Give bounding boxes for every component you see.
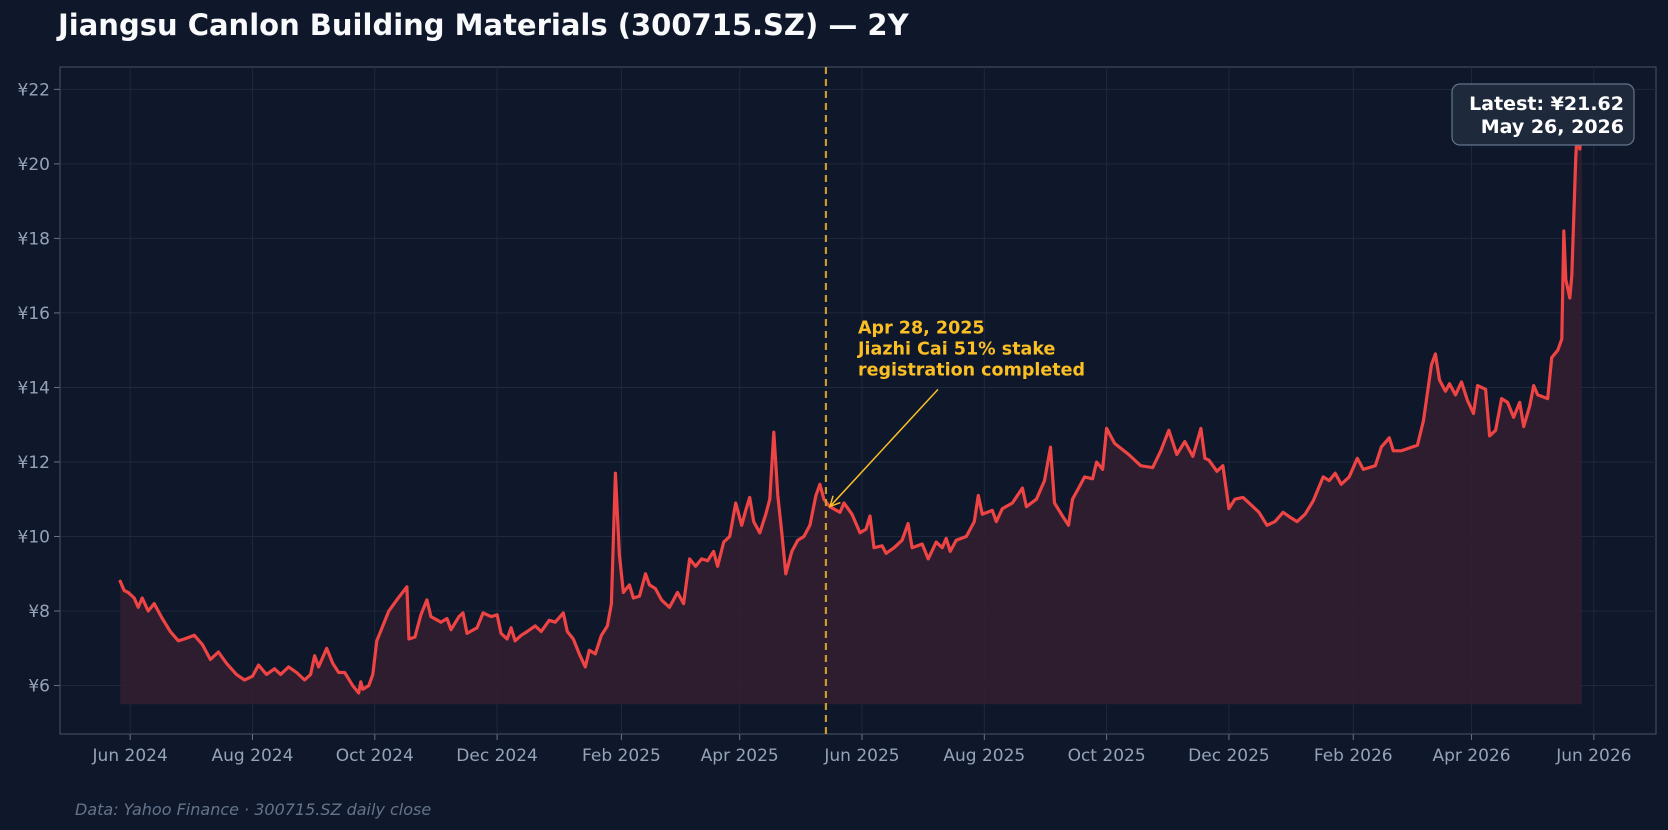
x-axis: Jun 2024 Aug 2024 Oct 2024 Dec 2024 Feb 2025… xyxy=(92,734,1631,766)
latest-date-label: May 26, 2026 xyxy=(1481,116,1624,138)
annotation-line-2: Jiazhi Cai 51% stake xyxy=(857,339,1056,359)
annotation-line-3: registration completed xyxy=(858,360,1085,380)
y-tick-label: ¥8 xyxy=(28,602,50,622)
x-tick-label: Jun 2025 xyxy=(823,746,899,766)
y-tick-label: ¥12 xyxy=(18,453,50,473)
source-note: Data: Yahoo Finance · 300715.SZ daily cl… xyxy=(75,800,431,819)
price-area-fill xyxy=(120,103,1582,705)
y-tick-label: ¥6 xyxy=(28,677,50,697)
price-series-line xyxy=(118,101,1584,695)
x-tick-label: Aug 2024 xyxy=(212,746,294,766)
y-axis: ¥6 ¥8 ¥10 ¥12 ¥14 ¥16 ¥18 ¥20 ¥22 xyxy=(18,80,60,697)
y-tick-label: ¥20 xyxy=(18,155,50,175)
y-tick-label: ¥16 xyxy=(18,304,50,324)
x-tick-label: Apr 2025 xyxy=(701,746,779,766)
event-annotation: Apr 28, 2025 Jiazhi Cai 51% stake regist… xyxy=(830,318,1085,506)
x-tick-label: Jun 2024 xyxy=(92,746,168,766)
chart-title: Jiangsu Canlon Building Materials (30071… xyxy=(56,8,910,42)
x-tick-label: Feb 2025 xyxy=(582,746,661,766)
x-tick-label: Oct 2025 xyxy=(1068,746,1146,766)
annotation-date: Apr 28, 2025 xyxy=(858,318,985,338)
y-tick-label: ¥22 xyxy=(18,80,50,100)
x-tick-label: Oct 2024 xyxy=(336,746,414,766)
annotation-arrow xyxy=(830,388,939,506)
x-tick-label: Jun 2026 xyxy=(1555,746,1631,766)
x-tick-label: Aug 2025 xyxy=(943,746,1025,766)
x-tick-label: Dec 2024 xyxy=(456,746,538,766)
y-tick-label: ¥18 xyxy=(18,229,50,249)
latest-badge-box xyxy=(1451,83,1635,146)
y-tick-label: ¥10 xyxy=(18,528,50,548)
x-tick-label: Dec 2025 xyxy=(1188,746,1270,766)
x-tick-label: Feb 2026 xyxy=(1314,746,1393,766)
latest-price-label: Latest: ¥21.62 xyxy=(1469,93,1624,115)
y-tick-label: ¥14 xyxy=(18,378,50,398)
x-tick-label: Apr 2026 xyxy=(1432,746,1510,766)
annotation-text: Apr 28, 2025 Jiazhi Cai 51% stake regist… xyxy=(857,318,1085,380)
latest-price-badge: Latest: ¥21.62 May 26, 2026 xyxy=(1451,83,1635,146)
